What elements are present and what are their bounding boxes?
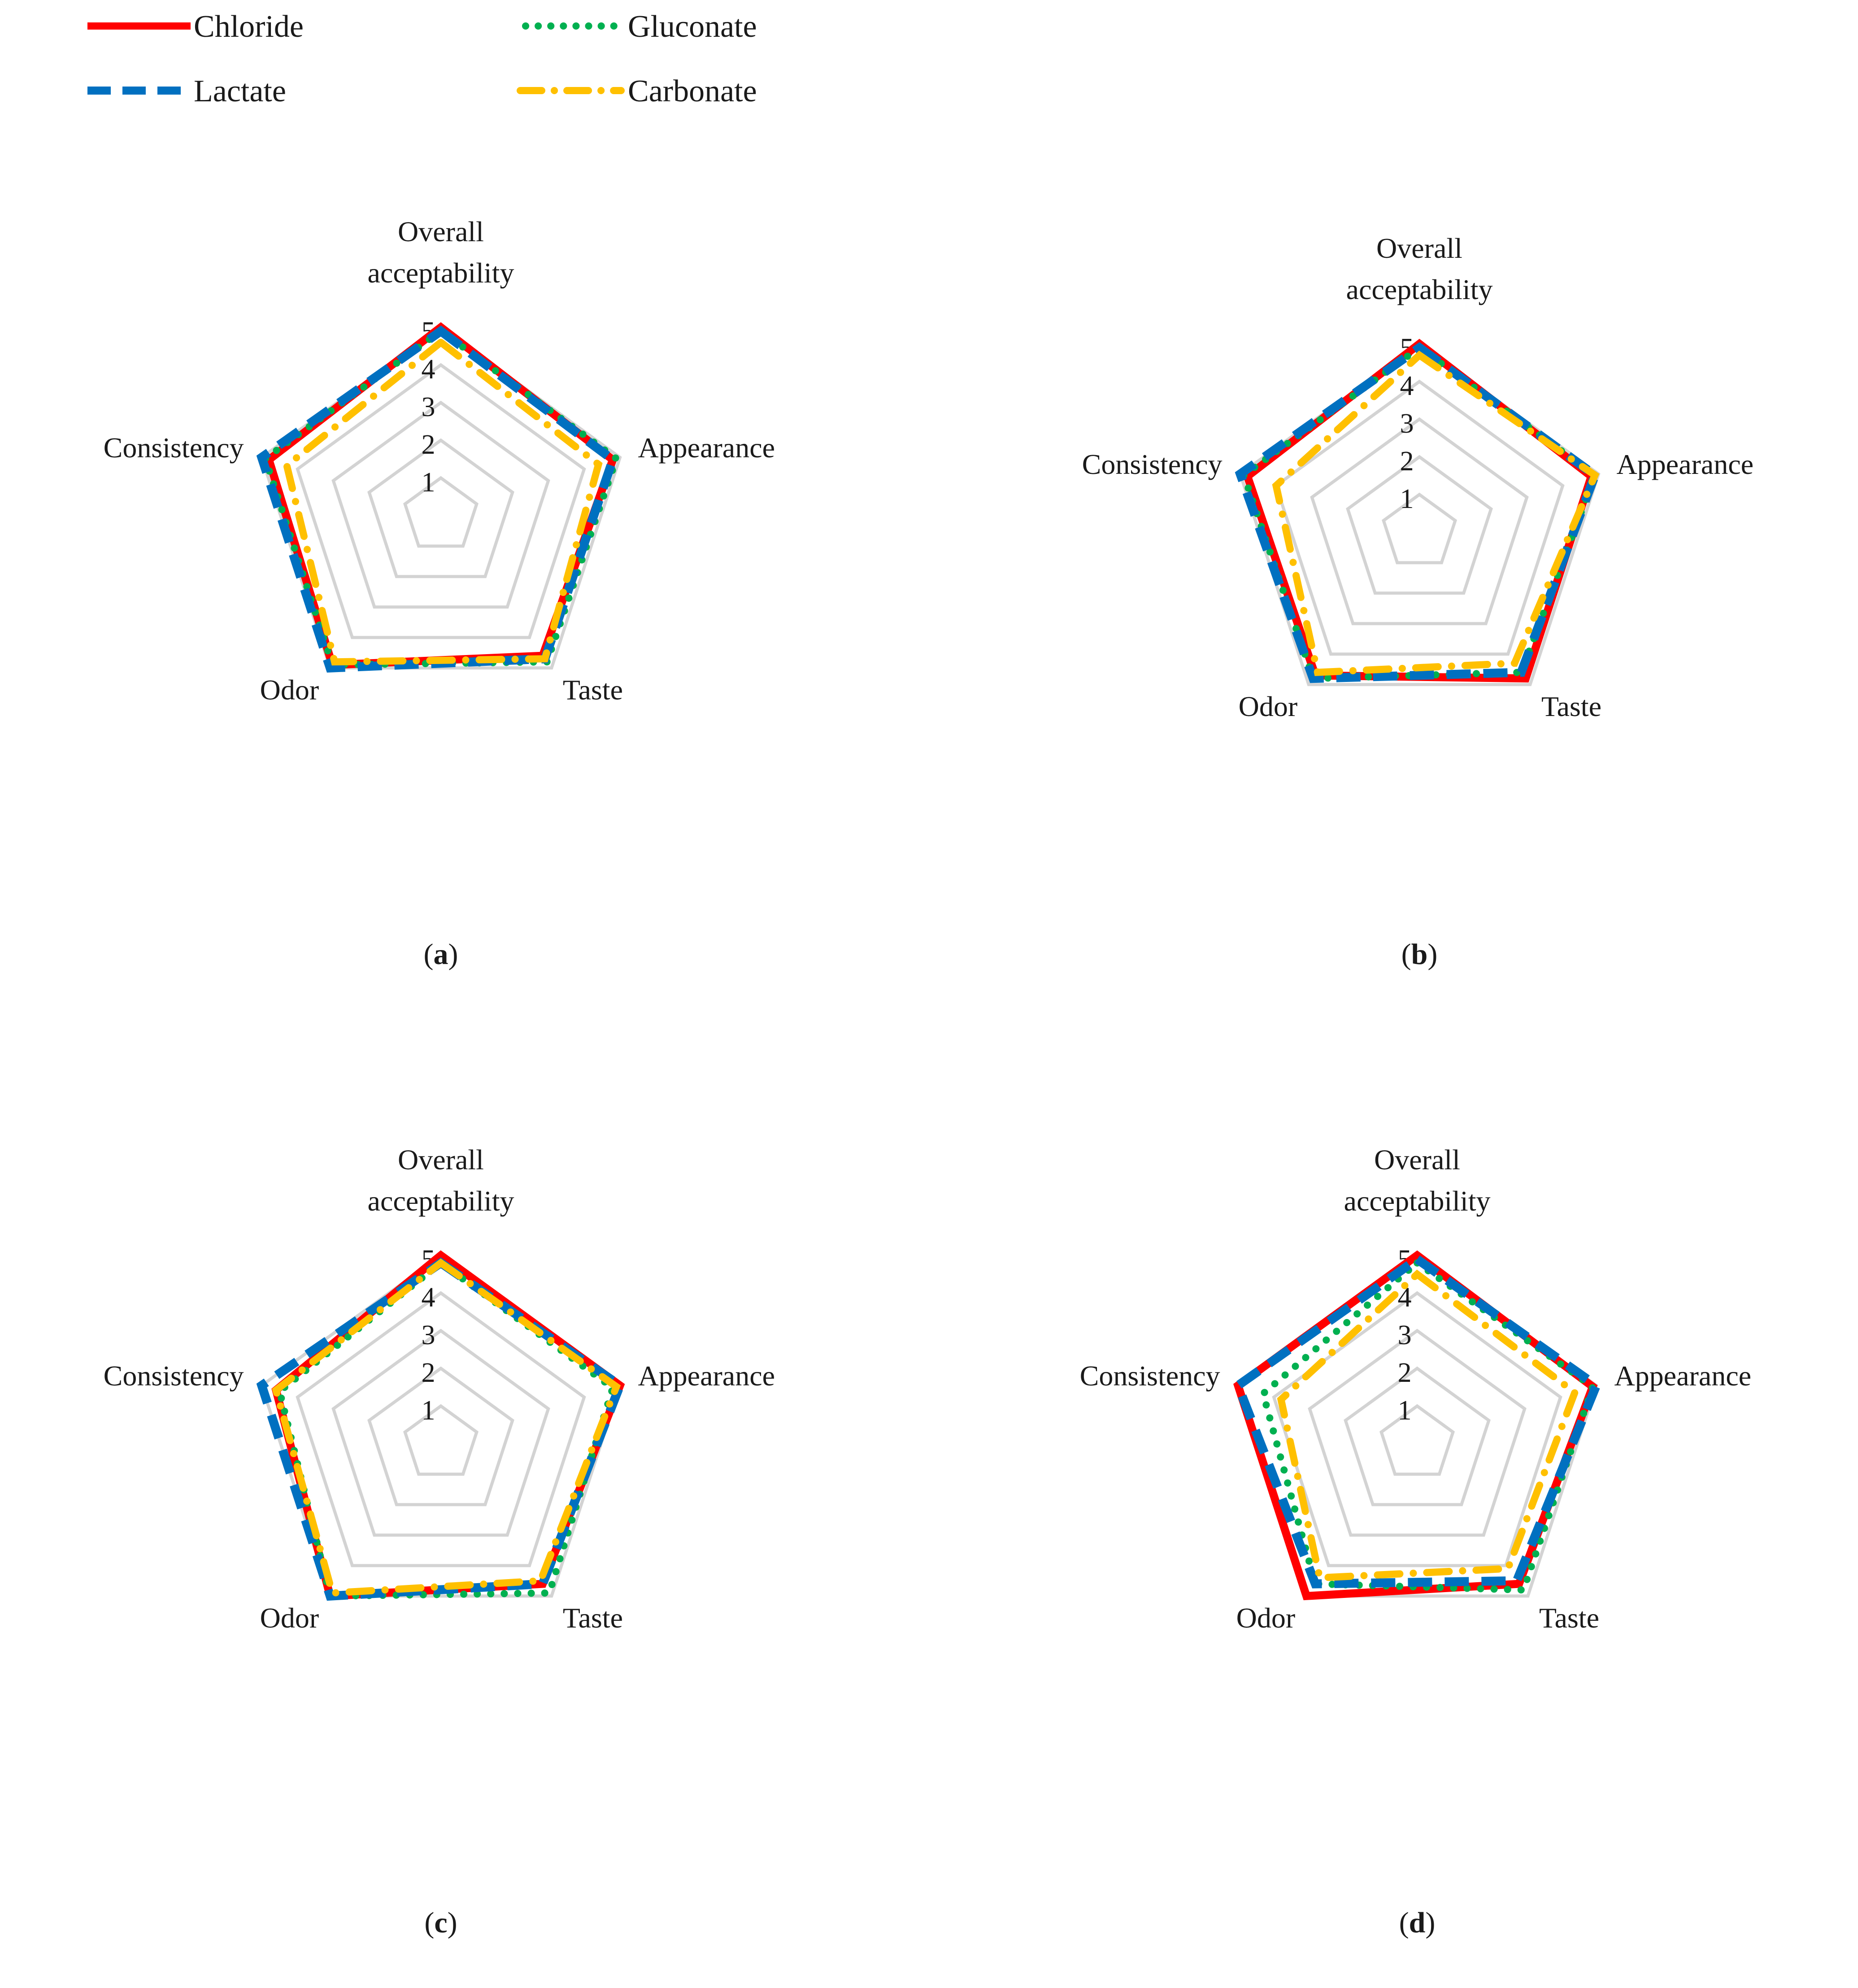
- grid-ring-2: [367, 438, 514, 578]
- tick-label-2: 2: [1400, 446, 1414, 477]
- axis-label-overall-acceptability: Overall acceptability: [368, 216, 514, 289]
- axis-label-odor: Odor: [1239, 690, 1298, 722]
- grid-ring-2: [1346, 455, 1493, 595]
- tick-label-3: 3: [422, 1320, 435, 1350]
- series-carbonate: [1272, 351, 1600, 676]
- grid-ring-1: [1379, 1404, 1455, 1476]
- grid-ring-3: [331, 1328, 550, 1537]
- tick-label-3: 3: [422, 392, 435, 422]
- panel-caption-a: (a): [424, 938, 458, 971]
- axis-label-appearance: Appearance: [638, 432, 775, 464]
- axis-label-odor: Odor: [1236, 1602, 1296, 1634]
- grid-ring-4: [296, 363, 586, 639]
- axis-label-overall-acceptability: Overall acceptability: [1346, 232, 1493, 305]
- axis-label-overall-acceptability: Overall acceptability: [1344, 1144, 1491, 1217]
- axis-label-overall-acceptability: Overall acceptability: [368, 1144, 514, 1217]
- series-lactate: [1232, 1254, 1602, 1589]
- tick-label-1: 1: [422, 1395, 435, 1426]
- tick-label-1: 1: [1398, 1395, 1412, 1426]
- grid-ring-4: [1272, 1291, 1562, 1567]
- series-carbonate: [283, 338, 603, 666]
- tick-label-3: 3: [1400, 408, 1414, 439]
- series-carbonate: [272, 1258, 621, 1597]
- tick-label-3: 3: [1398, 1320, 1412, 1350]
- axis-label-consistency: Consistency: [104, 1360, 244, 1392]
- legend-label-carbonate: Carbonate: [628, 74, 757, 109]
- legend-item-carbonate: Carbonate: [517, 74, 757, 109]
- series-lactate: [256, 1257, 626, 1601]
- legend-label-chloride: Chloride: [194, 9, 304, 44]
- grid-ring-1: [403, 1404, 479, 1476]
- grid-ring-1: [403, 476, 479, 548]
- tick-label-4: 4: [1400, 371, 1414, 401]
- axis-label-appearance: Appearance: [1616, 448, 1754, 480]
- axis-label-taste: Taste: [1541, 690, 1601, 722]
- panel-caption-c: (c): [424, 1906, 457, 1939]
- grid-ring-2: [367, 1366, 514, 1506]
- series-gluconate: [1259, 1258, 1597, 1594]
- grid-ring-1: [1381, 492, 1458, 564]
- axis-label-consistency: Consistency: [1080, 1360, 1220, 1392]
- grid-ring-3: [331, 400, 550, 609]
- tick-label-2: 2: [1398, 1358, 1412, 1388]
- tick-label-1: 1: [422, 467, 435, 498]
- tick-label-2: 2: [422, 430, 435, 460]
- axis-label-consistency: Consistency: [104, 432, 244, 464]
- tick-label-4: 4: [422, 1282, 435, 1313]
- series-gluconate: [275, 1258, 617, 1600]
- legend-item-lactate: Lactate: [87, 74, 286, 109]
- axis-label-taste: Taste: [1539, 1602, 1599, 1634]
- series-lactate: [1235, 342, 1601, 683]
- grid-ring-3: [1310, 417, 1529, 625]
- grid-ring-4: [296, 1291, 586, 1567]
- grid-ring-4: [1274, 379, 1565, 656]
- axis-label-appearance: Appearance: [638, 1360, 775, 1392]
- panel-caption-b: (b): [1401, 938, 1438, 971]
- grid-ring-3: [1308, 1328, 1527, 1537]
- panel-caption-d: (d): [1399, 1906, 1436, 1939]
- series-chloride: [1233, 1250, 1598, 1601]
- legend: Chloride Gluconate Lactate Carbonate: [87, 9, 757, 109]
- tick-label-1: 1: [1400, 484, 1414, 514]
- axis-label-taste: Taste: [563, 674, 623, 706]
- tick-label-2: 2: [422, 1358, 435, 1388]
- grid-ring-2: [1344, 1366, 1491, 1506]
- legend-item-chloride: Chloride: [87, 9, 304, 44]
- series-carbonate: [1277, 1269, 1580, 1582]
- axis-label-odor: Odor: [260, 674, 319, 706]
- legend-label-lactate: Lactate: [194, 74, 286, 109]
- axis-label-odor: Odor: [260, 1602, 319, 1634]
- axis-label-consistency: Consistency: [1082, 448, 1223, 480]
- legend-label-gluconate: Gluconate: [628, 9, 757, 44]
- axis-label-appearance: Appearance: [1614, 1360, 1751, 1392]
- legend-item-gluconate: Gluconate: [522, 9, 757, 44]
- axis-label-taste: Taste: [563, 1602, 623, 1634]
